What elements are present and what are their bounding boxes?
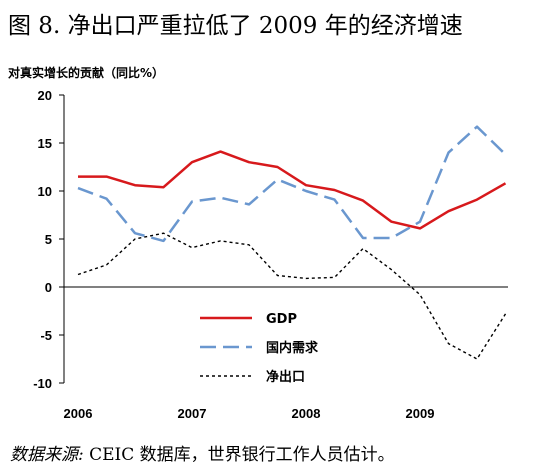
x-tick-label: 2009 xyxy=(406,406,435,421)
y-tick-label: -5 xyxy=(40,328,52,343)
x-tick-label: 2008 xyxy=(292,406,321,421)
y-tick-label: 15 xyxy=(38,136,52,151)
y-tick-label: 20 xyxy=(38,88,52,103)
source-note: 数据来源: CEIC 数据库，世界银行工作人员估计。 xyxy=(10,440,395,465)
chart-axes: -10 -5 0 5 10 15 20 2006 2007 2008 2009 xyxy=(33,88,508,421)
source-text: CEIC 数据库，世界银行工作人员估计。 xyxy=(89,445,395,465)
y-tick-label: -10 xyxy=(33,376,52,391)
x-tick-label: 2007 xyxy=(178,406,207,421)
legend-label-0: GDP xyxy=(266,312,297,327)
y-tick-label: 5 xyxy=(45,232,52,247)
legend-label-1: 国内需求 xyxy=(266,340,319,356)
source-label: 数据来源: xyxy=(10,445,84,465)
figure-title: 图 8. 净出口严重拉低了 2009 年的经济增速 xyxy=(8,13,463,39)
series-line-2 xyxy=(77,232,507,360)
legend-label-2: 净出口 xyxy=(266,369,305,385)
series-line-1 xyxy=(77,125,507,243)
y-tick-label: 10 xyxy=(38,184,52,199)
y-axis-label: 对真实增长的贡献（同比%） xyxy=(8,66,165,80)
x-tick-label: 2006 xyxy=(64,406,93,421)
y-tick-label: 0 xyxy=(45,280,52,295)
series-line-0 xyxy=(78,150,507,230)
chart-series xyxy=(77,125,507,360)
